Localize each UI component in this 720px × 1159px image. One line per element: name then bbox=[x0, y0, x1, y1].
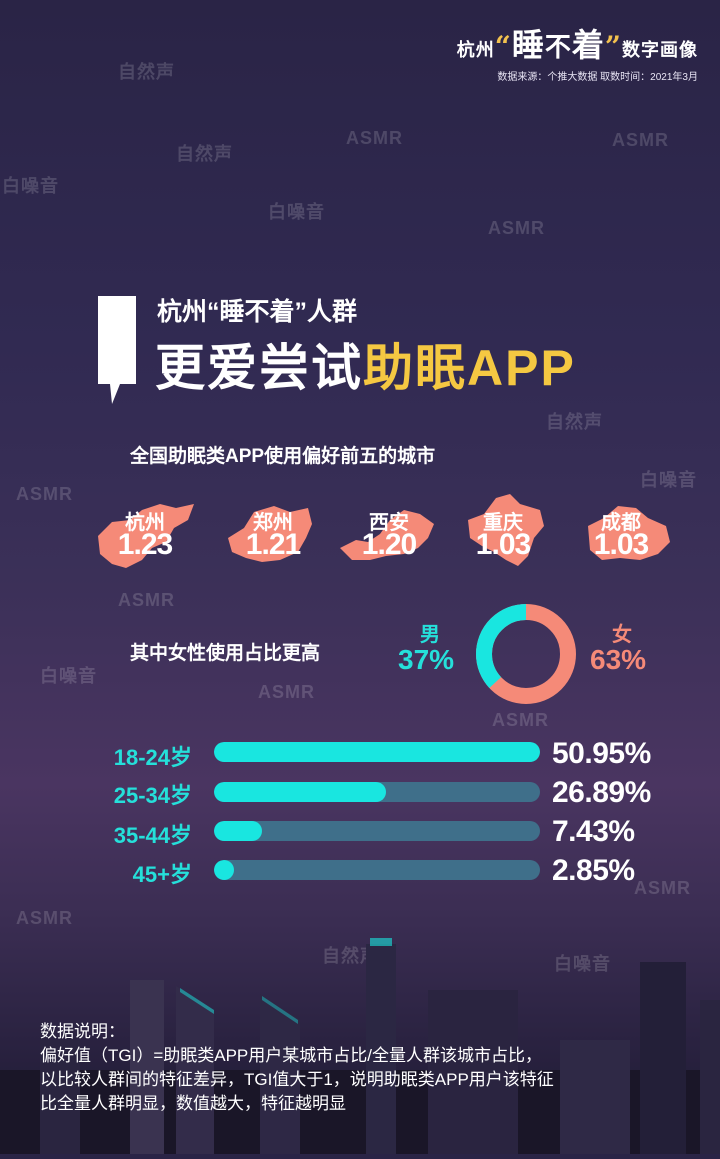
watermark-asmr: ASMR bbox=[492, 710, 549, 730]
title-line-2: 更爱尝试助眠APP bbox=[155, 328, 576, 400]
male-value: 37% bbox=[398, 644, 455, 675]
note-heading: 数据说明： bbox=[40, 1022, 125, 1041]
cities-section-label: 全国助眠类APP使用偏好前五的城市 bbox=[130, 446, 436, 467]
watermark-asmr: ASMR bbox=[258, 682, 315, 702]
brand-word-1: 睡 bbox=[511, 26, 545, 64]
brand-word-2: 不 bbox=[544, 33, 572, 63]
brand-word-3: 着 bbox=[571, 26, 605, 64]
city-card-zhengzhou: 郑州 1.21 bbox=[218, 498, 328, 578]
age-percent: 2.85% bbox=[552, 854, 635, 887]
city-name: 杭州 bbox=[125, 512, 165, 534]
age-bar-fill bbox=[214, 860, 234, 880]
brand-header: 杭州“睡不着”数字画像 数据来源：个推大数据 取数时间：2021年3月 bbox=[457, 20, 698, 83]
city-card-hangzhou: 杭州 1.23 bbox=[90, 498, 200, 578]
watermark-baizaoyin: 白噪音 bbox=[268, 202, 325, 222]
watermark-baizaoyin: 白噪音 bbox=[2, 176, 59, 196]
note-line-2: 以比较人群间的特征差异，TGI值大于1，说明助眠类APP用户该特征 bbox=[40, 1070, 554, 1089]
watermark-ziransheng: 自然声 bbox=[176, 144, 233, 164]
province-map-icon bbox=[588, 506, 670, 560]
city-tgi-value: 1.03 bbox=[475, 528, 531, 561]
title-line-1: 杭州“睡不着”人群 bbox=[157, 298, 358, 326]
city-name: 西安 bbox=[369, 512, 409, 534]
province-map-icon bbox=[468, 494, 544, 566]
province-map-icon bbox=[228, 506, 312, 562]
age-bar-fill bbox=[214, 821, 262, 841]
watermark-baizaoyin: 白噪音 bbox=[640, 470, 697, 490]
female-value: 63% bbox=[590, 644, 647, 675]
city-card-xian: 西安 1.20 bbox=[334, 498, 444, 578]
gender-donut-chart bbox=[474, 602, 578, 711]
watermark-ziransheng: 自然声 bbox=[322, 946, 379, 966]
city-tgi-value: 1.21 bbox=[245, 528, 301, 561]
data-source-text: 数据来源：个推大数据 取数时间：2021年3月 bbox=[497, 72, 698, 83]
age-bar-track bbox=[214, 860, 540, 880]
watermark-asmr: ASMR bbox=[488, 218, 545, 238]
city-name: 郑州 bbox=[253, 512, 293, 534]
speech-bubble-icon bbox=[98, 296, 138, 411]
city-skyline-illustration bbox=[0, 930, 720, 1159]
city-card-chongqing: 重庆 1.03 bbox=[448, 490, 558, 570]
brand-title: 杭州“睡不着”数字画像 bbox=[456, 26, 698, 64]
age-label: 45+岁 bbox=[132, 862, 192, 887]
brand-prefix: 杭州 bbox=[456, 40, 495, 61]
title-highlight-text: 助眠APP bbox=[363, 340, 576, 396]
watermark-asmr: ASMR bbox=[16, 908, 73, 928]
data-explanation: 数据说明： 偏好值（TGI）=助眠类APP用户某城市占比/全量人群该城市占比， … bbox=[40, 1020, 690, 1116]
age-bar-fill bbox=[214, 782, 387, 802]
watermark-ziransheng: 自然声 bbox=[546, 412, 603, 432]
watermark-ziransheng: 自然声 bbox=[118, 62, 175, 82]
watermark-baizaoyin: 白噪音 bbox=[554, 954, 611, 974]
province-map-icon bbox=[340, 510, 434, 560]
note-line-3: 比全量人群明显，数值越大，特征越明显 bbox=[40, 1094, 346, 1113]
age-percent: 50.95% bbox=[552, 737, 651, 770]
city-tgi-value: 1.03 bbox=[593, 528, 649, 561]
age-bar-track bbox=[214, 742, 540, 762]
watermark-baizaoyin: 白噪音 bbox=[40, 666, 97, 686]
age-label: 25-34岁 bbox=[113, 783, 192, 808]
gender-section-label: 其中女性使用占比更高 bbox=[130, 643, 321, 664]
city-name: 重庆 bbox=[483, 512, 523, 534]
watermark-asmr: ASMR bbox=[118, 590, 175, 610]
brand-suffix: 数字画像 bbox=[622, 40, 698, 61]
male-label: 男 bbox=[420, 624, 440, 646]
city-tgi-value: 1.23 bbox=[117, 528, 173, 561]
watermark-asmr: ASMR bbox=[346, 128, 403, 148]
note-line-1: 偏好值（TGI）=助眠类APP用户某城市占比/全量人群该城市占比， bbox=[40, 1046, 542, 1065]
watermark-asmr: ASMR bbox=[612, 130, 669, 150]
age-bar-fill bbox=[214, 742, 540, 762]
age-bar-track bbox=[214, 821, 540, 841]
city-tgi-value: 1.20 bbox=[361, 528, 417, 561]
watermark-asmr: ASMR bbox=[16, 484, 73, 504]
age-percent: 26.89% bbox=[552, 776, 651, 809]
age-percent: 7.43% bbox=[552, 815, 635, 848]
city-card-chengdu: 成都 1.03 bbox=[566, 498, 676, 578]
watermark-asmr: ASMR bbox=[634, 878, 691, 898]
age-label: 18-24岁 bbox=[113, 745, 192, 770]
province-map-icon bbox=[98, 504, 194, 568]
female-label: 女 bbox=[612, 624, 632, 646]
title-plain-text: 更爱尝试 bbox=[155, 340, 363, 396]
age-label: 35-44岁 bbox=[113, 823, 192, 848]
city-name: 成都 bbox=[601, 512, 641, 534]
donut-male-segment bbox=[476, 604, 576, 704]
age-bar-track bbox=[214, 782, 540, 802]
